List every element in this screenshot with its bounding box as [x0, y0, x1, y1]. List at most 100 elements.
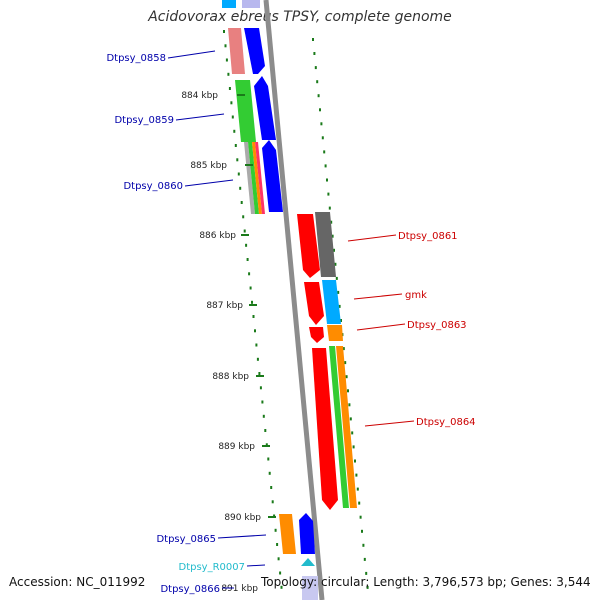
gene-dtpsy-0863[interactable] — [309, 327, 324, 343]
gene-gmk[interactable] — [304, 282, 324, 325]
track-dot — [265, 443, 268, 447]
track-dot — [271, 500, 274, 504]
track-dot — [359, 515, 362, 519]
left-label-leaders — [167, 50, 267, 589]
gene-dtpsy-0864[interactable] — [312, 348, 338, 510]
track-dot — [317, 94, 320, 98]
track-dot — [321, 136, 324, 140]
track-dot — [251, 300, 253, 304]
track-dot — [249, 286, 252, 290]
track-dot — [258, 372, 261, 375]
gene-dtpsy-0861-cog[interactable] — [315, 212, 336, 277]
track-dot — [347, 389, 349, 393]
track-dot — [261, 400, 264, 404]
gene-label-dtpsy-0861[interactable]: Dtpsy_0861 — [398, 231, 458, 242]
track-dot — [228, 87, 231, 90]
gene-dtpsy-0860-cog-orange — [252, 142, 262, 214]
track-dot — [331, 234, 334, 238]
gene-gmk-cog[interactable] — [322, 280, 341, 324]
track-dot — [227, 72, 230, 76]
gene-dtpsy-0858-cog[interactable] — [228, 28, 245, 74]
gene-label-dtpsy-0859[interactable]: Dtpsy_0859 — [114, 115, 174, 126]
track-dot — [256, 357, 259, 361]
track-dot — [355, 473, 358, 477]
feature-top-cyan[interactable] — [222, 0, 236, 8]
gene-label-dtpsy-0858[interactable]: Dtpsy_0858 — [106, 53, 166, 64]
track-dot — [344, 361, 347, 365]
scale-label-887: 887 kbp — [206, 301, 243, 311]
gene-dtpsy-0860-cog-red — [255, 142, 265, 214]
track-dot — [352, 445, 355, 449]
track-dot — [338, 304, 341, 308]
feature-top-lavender[interactable] — [242, 0, 260, 8]
track-dot — [356, 487, 359, 491]
track-dot — [237, 172, 240, 176]
track-dot — [267, 457, 270, 461]
gene-dtpsy-0861[interactable] — [297, 214, 320, 278]
track-dot — [342, 347, 345, 351]
gene-label-dtpsy-r0007[interactable]: Dtpsy_R0007 — [179, 562, 246, 573]
gene-label-dtpsy-0865[interactable]: Dtpsy_0865 — [156, 534, 216, 545]
track-dot — [245, 243, 248, 247]
gene-dtpsy-0859[interactable] — [254, 76, 276, 140]
scale-label-889: 889 kbp — [218, 442, 255, 452]
gene-dtpsy-0860-cog-green — [248, 142, 259, 214]
track-dot — [246, 258, 249, 261]
scale-label-884: 884 kbp — [181, 91, 218, 101]
scale-label-888: 888 kbp — [212, 372, 249, 382]
track-dot — [354, 459, 356, 463]
track-dot — [316, 80, 319, 84]
gene-dtpsy-0866[interactable] — [302, 576, 318, 600]
track-dot — [248, 272, 251, 276]
track-dot — [323, 150, 326, 154]
track-dot — [280, 585, 283, 589]
track-dot — [231, 115, 234, 119]
gene-dtpsy-0865[interactable] — [299, 513, 315, 554]
track-dot — [333, 248, 335, 252]
track-dot — [254, 329, 256, 333]
track-dot — [324, 164, 327, 168]
gene-dtpsy-0859-cog[interactable] — [235, 80, 256, 142]
scale-label-886: 886 kbp — [199, 231, 236, 241]
track-dot — [326, 178, 328, 182]
track-dot — [312, 38, 314, 41]
gene-dtpsy-0863-cog[interactable] — [327, 325, 343, 341]
left-dotted-track — [223, 30, 283, 589]
track-dot — [330, 220, 333, 224]
track-dot — [262, 414, 265, 418]
track-dot — [223, 30, 225, 33]
gene-dtpsy-0858[interactable] — [244, 28, 265, 74]
gene-label-dtpsy-0860[interactable]: Dtpsy_0860 — [123, 181, 183, 192]
gene-label-dtpsy-0866[interactable]: Dtpsy_0866 — [160, 584, 220, 595]
gene-label-gmk[interactable]: gmk — [405, 290, 427, 301]
gene-label-dtpsy-0864[interactable]: Dtpsy_0864 — [416, 417, 476, 428]
track-dot — [242, 215, 245, 219]
gene-dtpsy-0860[interactable] — [262, 140, 283, 212]
track-dot — [365, 571, 368, 575]
right-label-leaders — [347, 234, 415, 427]
track-dot — [230, 101, 233, 105]
track-dot — [358, 501, 361, 505]
track-dot — [252, 315, 255, 318]
track-dot — [319, 108, 321, 112]
gene-dtpsy-r0007[interactable] — [301, 558, 315, 566]
track-dot — [276, 543, 279, 546]
gene-label-dtpsy-0863[interactable]: Dtpsy_0863 — [407, 320, 467, 331]
track-dot — [225, 58, 228, 62]
gene-dtpsy-0864-cog-orange — [336, 346, 357, 508]
gene-dtpsy-0865-cog[interactable] — [279, 514, 296, 554]
track-dot — [340, 319, 342, 322]
track-dot — [255, 343, 258, 347]
track-dot — [337, 290, 340, 294]
track-dot — [239, 186, 242, 190]
accession-label: Accession: NC_011992 — [9, 575, 146, 589]
track-dot — [335, 276, 338, 280]
right-dotted-track — [312, 38, 369, 589]
track-dot — [259, 386, 262, 390]
track-dot — [351, 431, 354, 435]
scale-label-885: 885 kbp — [190, 161, 227, 171]
track-dot — [233, 129, 236, 133]
genome-summary-label: Topology: circular; Length: 3,796,573 bp… — [261, 575, 591, 589]
track-dot — [274, 528, 277, 532]
